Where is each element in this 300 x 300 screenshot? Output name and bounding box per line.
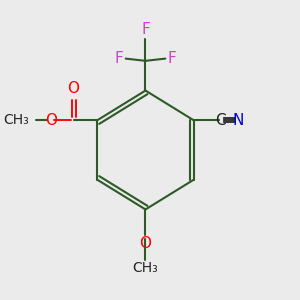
Text: F: F <box>168 51 176 66</box>
Text: CH₃: CH₃ <box>3 113 28 127</box>
Text: F: F <box>141 22 150 37</box>
Text: F: F <box>115 51 123 66</box>
Text: C: C <box>215 113 226 128</box>
Text: O: O <box>68 81 80 96</box>
Text: N: N <box>232 113 244 128</box>
Text: O: O <box>140 236 152 251</box>
Text: CH₃: CH₃ <box>133 261 158 275</box>
Text: O: O <box>45 113 57 128</box>
